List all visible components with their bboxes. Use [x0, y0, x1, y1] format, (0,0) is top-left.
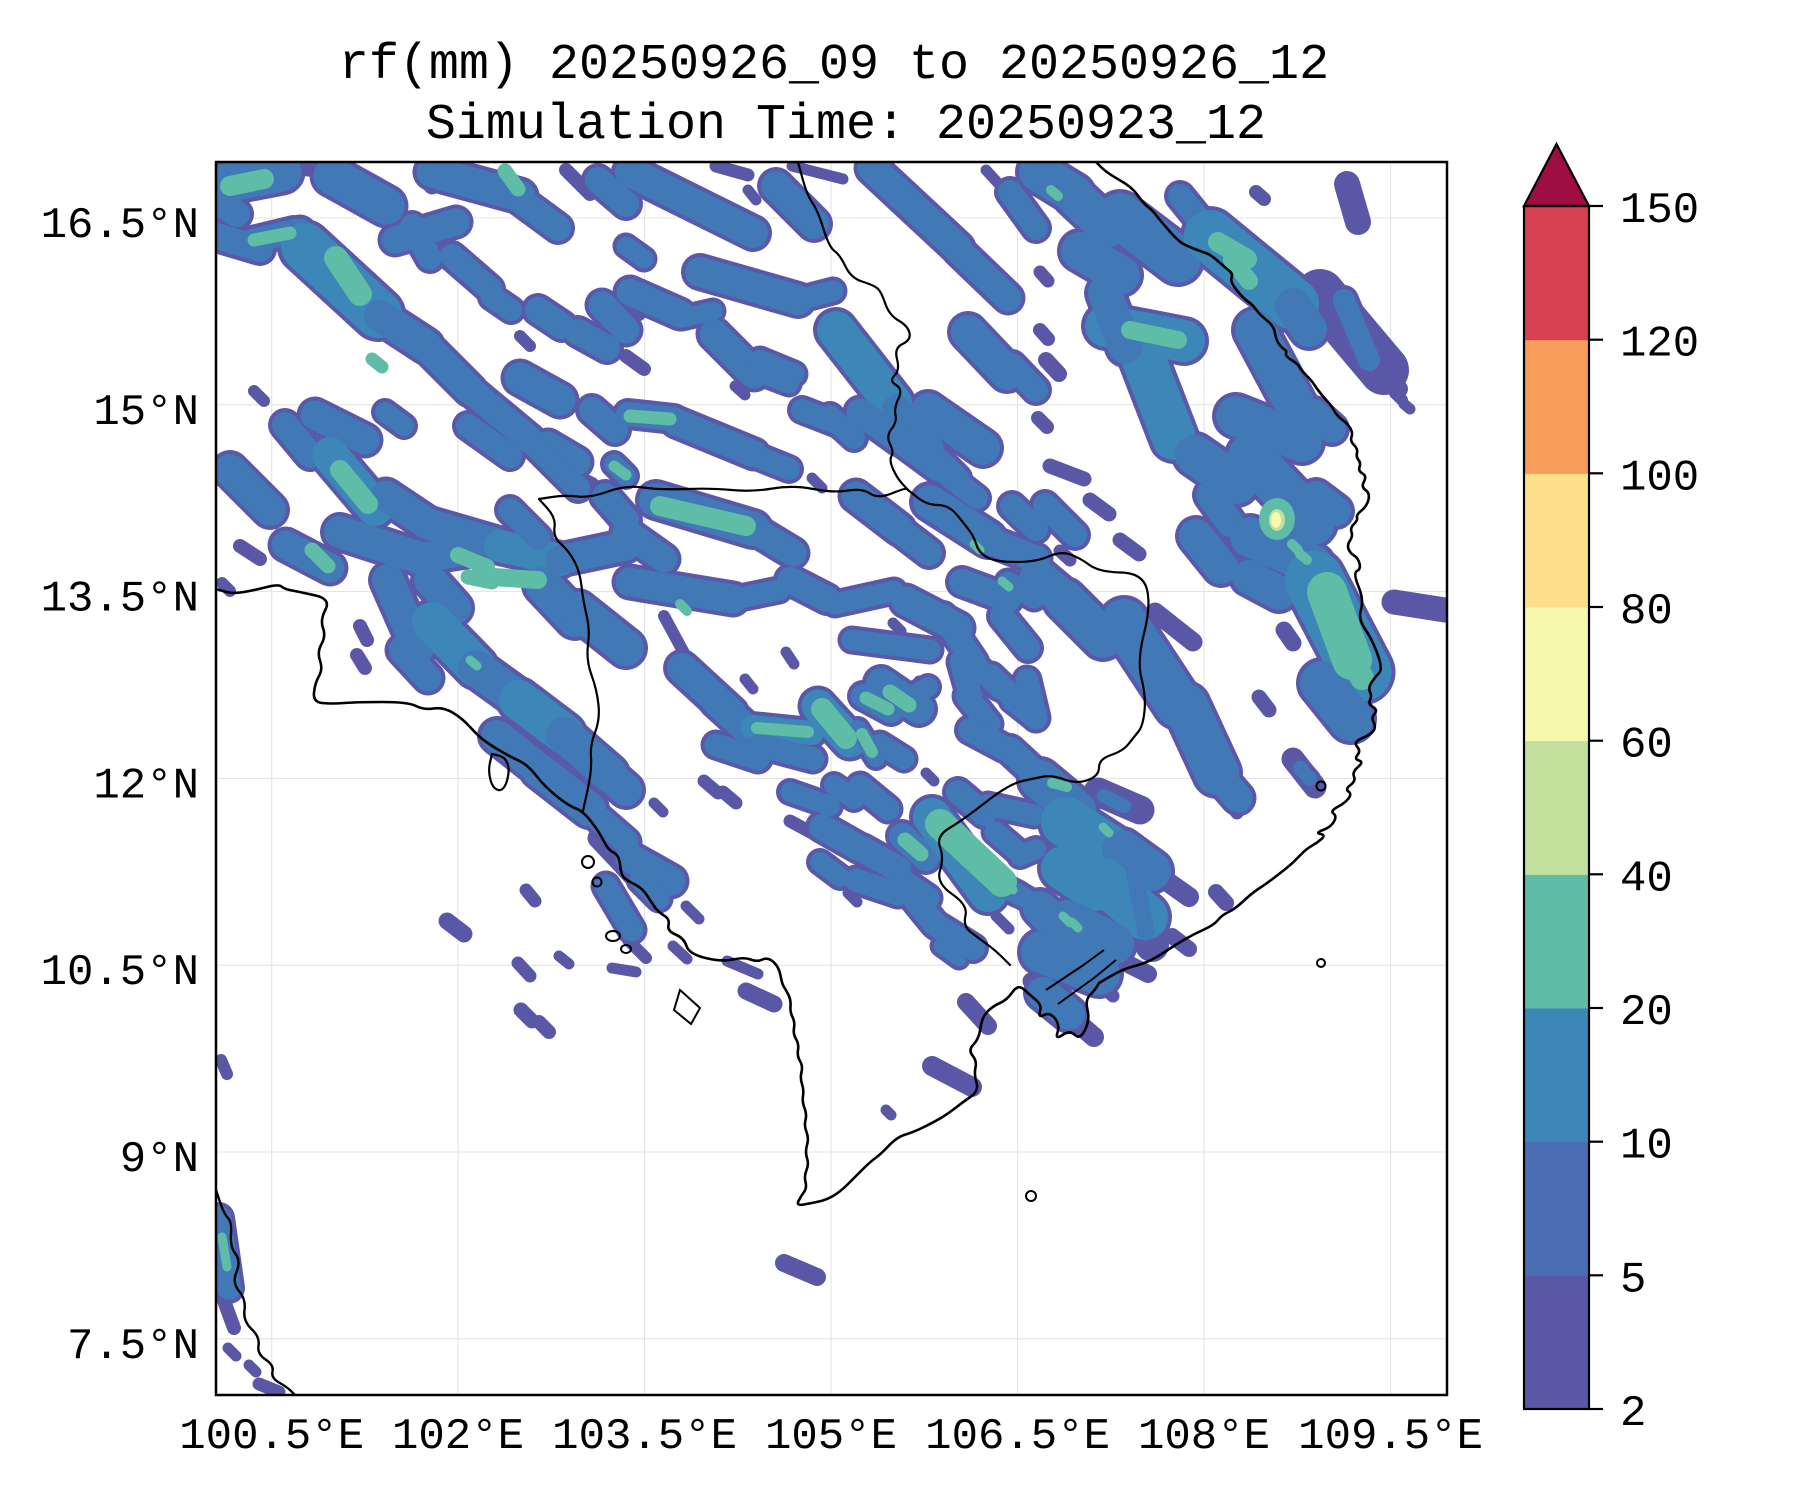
- svg-text:12°N: 12°N: [93, 761, 199, 811]
- svg-text:rf(mm) 20250926_09 to 20250926: rf(mm) 20250926_09 to 20250926_12: [339, 37, 1329, 94]
- svg-text:120: 120: [1620, 320, 1699, 370]
- svg-text:103.5°E: 103.5°E: [552, 1412, 737, 1462]
- svg-text:80: 80: [1620, 587, 1673, 637]
- svg-text:102°E: 102°E: [392, 1412, 524, 1462]
- svg-text:13.5°N: 13.5°N: [41, 575, 199, 625]
- svg-text:150: 150: [1620, 186, 1699, 236]
- svg-text:100.5°E: 100.5°E: [179, 1412, 364, 1462]
- svg-text:10: 10: [1620, 1122, 1673, 1172]
- svg-text:40: 40: [1620, 854, 1673, 904]
- svg-text:100: 100: [1620, 453, 1699, 503]
- svg-text:106.5°E: 106.5°E: [925, 1412, 1110, 1462]
- svg-text:105°E: 105°E: [765, 1412, 897, 1462]
- svg-text:5: 5: [1620, 1255, 1646, 1305]
- svg-text:109.5°E: 109.5°E: [1298, 1412, 1483, 1462]
- svg-text:10.5°N: 10.5°N: [41, 948, 199, 998]
- svg-text:60: 60: [1620, 721, 1673, 771]
- svg-text:15°N: 15°N: [93, 388, 199, 438]
- svg-text:Simulation Time: 20250923_12: Simulation Time: 20250923_12: [426, 97, 1266, 154]
- svg-text:7.5°N: 7.5°N: [67, 1322, 199, 1372]
- svg-text:16.5°N: 16.5°N: [41, 201, 199, 251]
- svg-text:9°N: 9°N: [120, 1135, 199, 1185]
- svg-text:20: 20: [1620, 988, 1673, 1038]
- svg-text:108°E: 108°E: [1138, 1412, 1270, 1462]
- svg-text:2: 2: [1620, 1389, 1646, 1439]
